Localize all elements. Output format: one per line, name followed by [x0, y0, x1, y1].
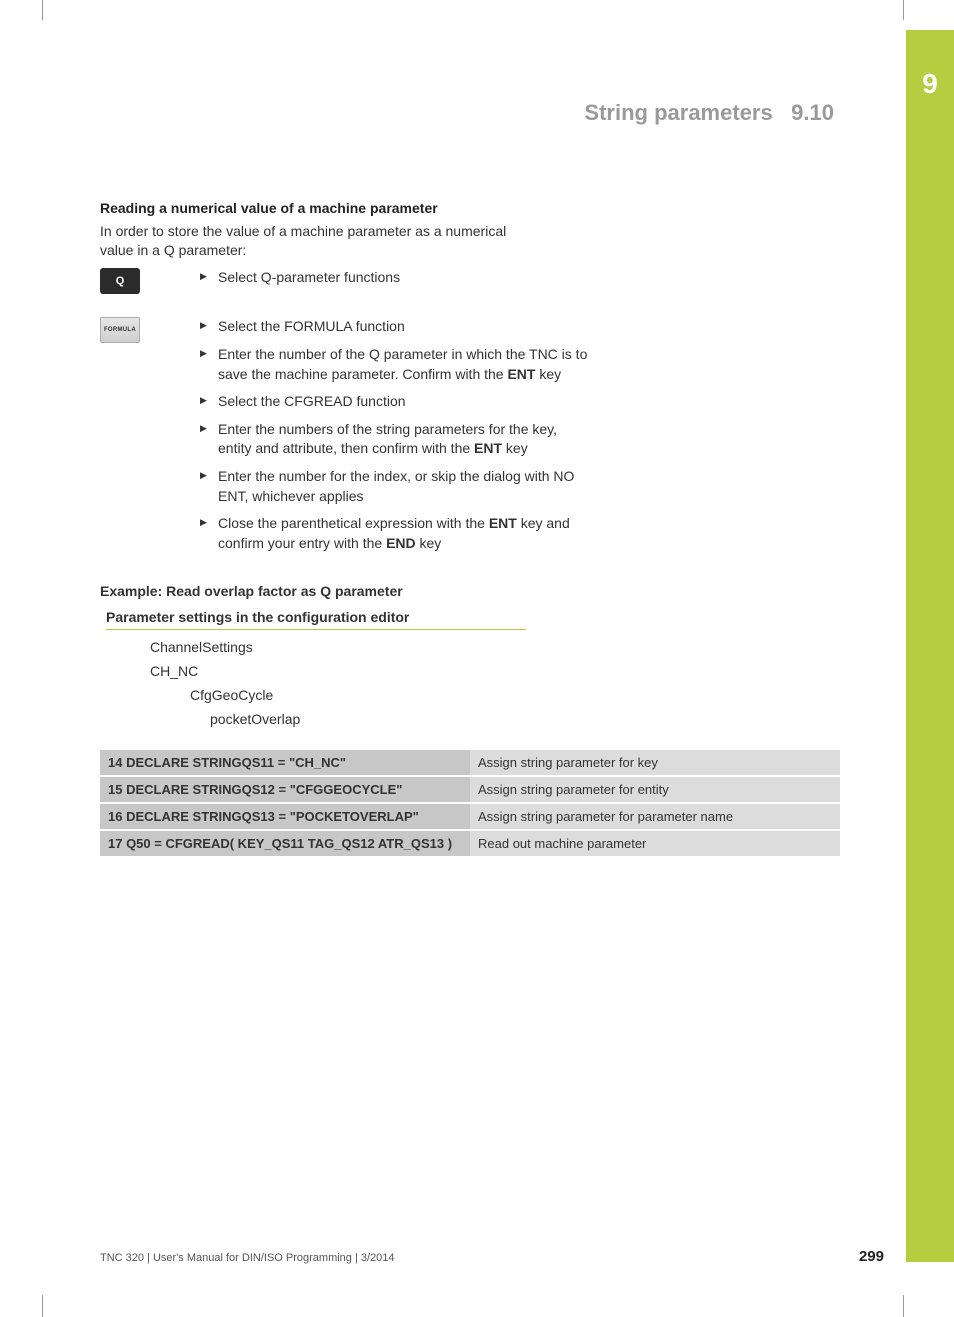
table-row: 15 DECLARE STRINGQS12 = "CFGGEOCYCLE" As… [100, 776, 840, 803]
list-item: Select Q-parameter functions [200, 268, 400, 288]
header-title: String parameters [584, 100, 772, 125]
section-heading: Reading a numerical value of a machine p… [100, 200, 840, 216]
table-row: 16 DECLARE STRINGQS13 = "POCKETOVERLAP" … [100, 803, 840, 830]
page-number: 299 [859, 1248, 884, 1265]
footer-doc-info: TNC 320 | User's Manual for DIN/ISO Prog… [100, 1252, 395, 1264]
code-cell: 17 Q50 = CFGREAD( KEY_QS11 TAG_QS12 ATR_… [100, 830, 470, 857]
intro-paragraph: In order to store the value of a machine… [100, 222, 530, 260]
list-item: Select the CFGREAD function [200, 392, 590, 412]
list-item: Enter the number of the Q parameter in w… [200, 345, 590, 384]
crop-mark-tr [880, 0, 904, 24]
q-key-button: Q [100, 268, 140, 294]
q-step-list: Select Q-parameter functions [160, 268, 400, 296]
desc-cell: Assign string parameter for key [470, 750, 840, 776]
code-cell: 16 DECLARE STRINGQS13 = "POCKETOVERLAP" [100, 803, 470, 830]
page-header: String parameters 9.10 [100, 100, 894, 126]
formula-softkey: FORMULA [100, 317, 140, 343]
list-item: Select the FORMULA function [200, 317, 590, 337]
code-table: 14 DECLARE STRINGQS11 = "CH_NC" Assign s… [100, 750, 840, 858]
formula-step-list: Select the FORMULA function Enter the nu… [160, 317, 590, 561]
desc-cell: Assign string parameter for entity [470, 776, 840, 803]
tree-l4: pocketOverlap [100, 708, 840, 732]
tree-l1: ChannelSettings [100, 636, 840, 660]
step-q-row: Q Select Q-parameter functions [100, 268, 840, 296]
crop-mark-tl [24, 0, 48, 24]
code-cell: 15 DECLARE STRINGQS12 = "CFGGEOCYCLE" [100, 776, 470, 803]
list-item: Close the parenthetical expression with … [200, 514, 590, 553]
desc-cell: Read out machine parameter [470, 830, 840, 857]
list-item: Enter the numbers of the string paramete… [200, 420, 590, 459]
table-row: 17 Q50 = CFGREAD( KEY_QS11 TAG_QS12 ATR_… [100, 830, 840, 857]
header-section: 9.10 [791, 100, 834, 125]
example-heading: Example: Read overlap factor as Q parame… [100, 583, 840, 599]
param-settings-heading: Parameter settings in the configuration … [106, 609, 526, 630]
step-formula-row: FORMULA Select the FORMULA function Ente… [100, 317, 840, 561]
page-footer: TNC 320 | User's Manual for DIN/ISO Prog… [100, 1248, 884, 1265]
list-item: Enter the number for the index, or skip … [200, 467, 590, 506]
chapter-number: 9 [906, 30, 954, 100]
tree-l2: CH_NC [100, 660, 840, 684]
crop-mark-br [880, 1291, 904, 1315]
tree-l3: CfgGeoCycle [100, 684, 840, 708]
chapter-side-tab: 9 [906, 30, 954, 1262]
config-tree: ChannelSettings CH_NC CfgGeoCycle pocket… [100, 636, 840, 731]
code-cell: 14 DECLARE STRINGQS11 = "CH_NC" [100, 750, 470, 776]
table-row: 14 DECLARE STRINGQS11 = "CH_NC" Assign s… [100, 750, 840, 776]
desc-cell: Assign string parameter for parameter na… [470, 803, 840, 830]
page-content: Reading a numerical value of a machine p… [100, 200, 840, 858]
crop-mark-bl [24, 1291, 48, 1315]
